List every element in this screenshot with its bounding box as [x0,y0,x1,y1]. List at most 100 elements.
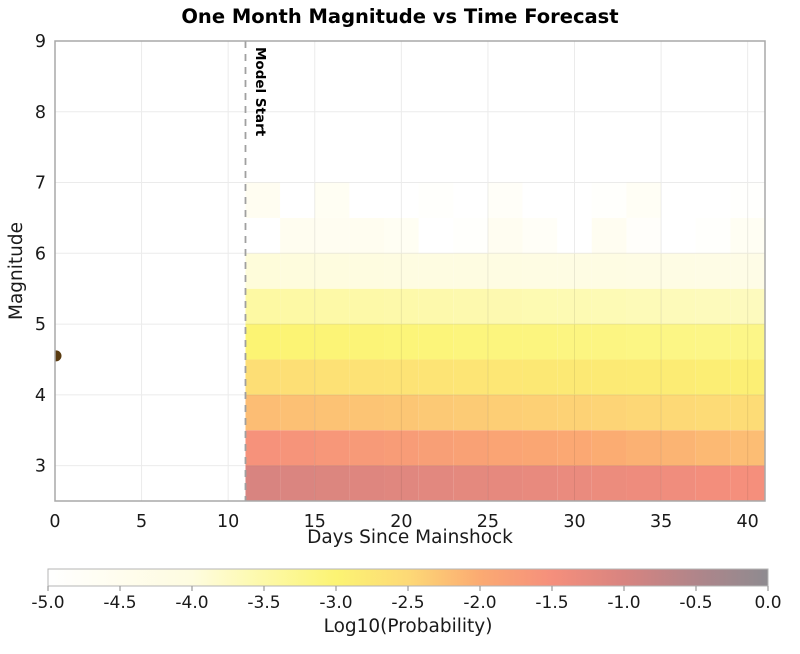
heatmap-cell [280,182,315,218]
heatmap-cell [384,430,419,466]
heatmap-cell [695,253,731,289]
heatmap-cell [557,359,592,395]
heatmap-cell [453,182,488,218]
heatmap-cell [487,430,523,466]
heatmap-cell [487,182,523,218]
heatmap-cell [245,465,281,501]
heatmap-cell [349,465,385,501]
heatmap-cell [384,359,419,395]
heatmap-cell [453,324,488,360]
colorbar-tick-label: -3.5 [247,593,280,613]
x-axis-label: Days Since Mainshock [307,527,513,548]
heatmap-cell [557,394,592,431]
heatmap-cell [487,217,523,254]
heatmap-cell [245,394,281,431]
heatmap-cell [661,324,696,360]
heatmap-cell [418,182,454,218]
x-tick-label: 20 [390,512,412,532]
heatmap-cell [245,359,281,395]
heatmap-cell [453,253,488,289]
heatmap-cell [591,182,627,218]
heatmap-cell [245,253,281,289]
heatmap-cell [314,182,350,218]
colorbar-tick-label: -0.5 [679,593,712,613]
heatmap-cell [314,430,350,466]
heatmap-cell [349,253,385,289]
heatmap-cell [453,430,488,466]
heatmap-cell [661,394,696,431]
heatmap-cell [522,253,558,289]
x-tick-label: 30 [563,512,585,532]
heatmap-cell [487,359,523,395]
colorbar-tick-labels: -5.0 -4.5 -4.0 -3.5 -3.0 -2.5 -2.0 -1.5 -1.0 -0.5… [31,593,781,613]
heatmap-cell [245,217,281,254]
colorbar-tick-label: 0.0 [754,593,781,613]
heatmap-cell [349,324,385,360]
colorbar-tick-label: -4.5 [103,593,136,613]
heatmap-cell [314,324,350,360]
heatmap-cell [730,288,765,325]
heatmap-cell [487,288,523,325]
heatmap-cell [245,288,281,325]
heatmap-cell [591,465,627,501]
heatmap-cell [349,430,385,466]
heatmap-cell [626,288,662,325]
colorbar-tick-label: -1.0 [607,593,640,613]
heatmap-cell [626,324,662,360]
colorbar-tick-label: -1.5 [535,593,568,613]
y-tick-label: 5 [35,315,46,335]
heatmap-cell [384,217,419,254]
heatmap-cell [661,465,696,501]
heatmap-cell [522,465,558,501]
heatmap-cell [280,465,315,501]
heatmap-cell [314,288,350,325]
heatmap-cell [487,394,523,431]
heatmap-cell [384,253,419,289]
y-axis-label: Magnitude [6,222,27,320]
colorbar-tick-label: -3.0 [319,593,352,613]
heatmap-cell [661,359,696,395]
colorbar-tick-label: -2.5 [391,593,424,613]
heatmap-cell [314,253,350,289]
heatmap-cell [557,324,592,360]
heatmap-cell [418,430,454,466]
y-tick-label: 8 [35,103,46,123]
heatmap-cell [557,217,592,254]
colorbar-ticks [47,586,769,591]
heatmap-cell [695,465,731,501]
y-tick-label: 9 [35,32,46,52]
y-tick-label: 4 [35,386,46,406]
heatmap-cell [418,465,454,501]
mainshock-point [55,350,62,362]
x-tick-labels: 0 5 10 15 20 25 30 35 40 [49,512,758,532]
heatmap-cells [245,182,765,501]
heatmap-cell [384,288,419,325]
heatmap-cell [418,324,454,360]
heatmap-cell [661,217,696,254]
heatmap-cell [591,253,627,289]
heatmap-cell [280,217,315,254]
x-tick-label: 15 [304,512,326,532]
heatmap-cell [453,465,488,501]
heatmap-cell [314,359,350,395]
heatmap-cell [384,465,419,501]
x-tick-label: 0 [49,512,60,532]
heatmap-cell [453,217,488,254]
heatmap-cell [695,288,731,325]
heatmap-cell [418,394,454,431]
y-tick-label: 6 [35,244,46,264]
heatmap-cell [626,217,662,254]
heatmap-cell [349,394,385,431]
heatmap-cell [314,217,350,254]
heatmap-cell [280,253,315,289]
heatmap-cell [384,324,419,360]
heatmap-cell [557,430,592,466]
heatmap-cell [661,253,696,289]
heatmap-cell [522,217,558,254]
heatmap-cell [661,430,696,466]
heatmap-cell [626,430,662,466]
colorbar-tick-label: -4.0 [175,593,208,613]
heatmap-cell [384,182,419,218]
heatmap-cell [557,465,592,501]
